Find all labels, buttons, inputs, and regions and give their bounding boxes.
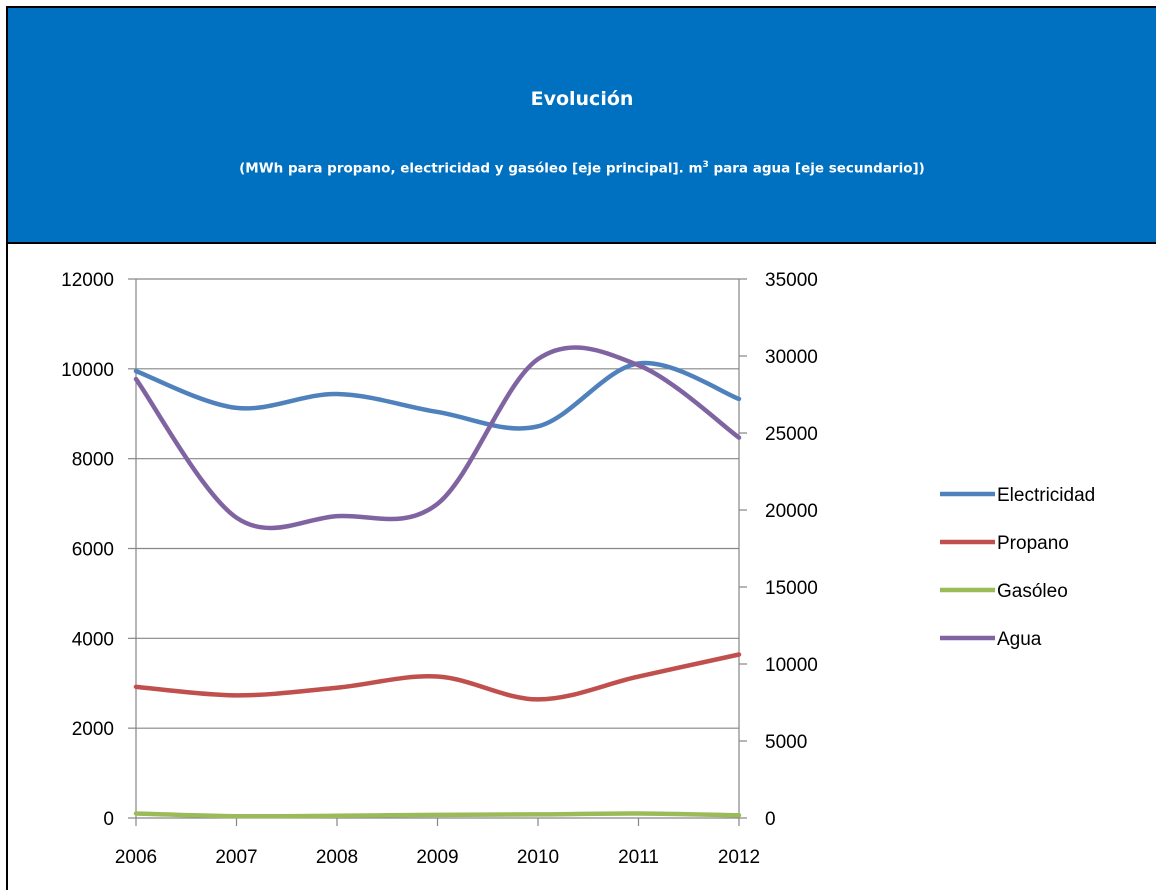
- x-axis-tick-label: 2006: [115, 847, 157, 868]
- legend: Electricidad Propano Gasóleo Agua: [940, 485, 1095, 650]
- axes: 0 2000 4000 6000 8000 10000 12000 0 5000 10000 150…: [61, 270, 818, 868]
- right-axis-tick-label: 15000: [765, 578, 818, 599]
- series-lines: [133, 345, 742, 819]
- left-axis-tick-label: 10000: [61, 360, 114, 381]
- x-axis-tick-label: 2012: [718, 847, 760, 868]
- x-axis-tick-label: 2011: [618, 847, 659, 868]
- left-axis-tick-label: 12000: [61, 270, 114, 291]
- series-line-propano: [133, 652, 742, 702]
- left-axis-tick-label: 2000: [72, 719, 114, 740]
- gridlines: [136, 278, 739, 729]
- series-line-gasoleo: [133, 811, 742, 819]
- series-line-agua: [133, 345, 742, 531]
- series-line-electricidad: [133, 360, 742, 431]
- title-band: Evolución (MWh para propano, electricida…: [8, 8, 1156, 244]
- left-axis-tick-label: 0: [103, 809, 114, 830]
- x-axis-tick-label: 2009: [416, 847, 458, 868]
- right-axis-tick-label: 35000: [765, 270, 818, 291]
- x-axis-tick-label: 2007: [215, 847, 257, 868]
- right-axis-tick-label: 10000: [765, 655, 818, 676]
- subtitle-superscript: 3: [702, 160, 709, 170]
- subtitle-text-end: para agua [eje secundario]): [708, 160, 925, 177]
- legend-label-propano: Propano: [997, 533, 1069, 554]
- right-axis-tick-label: 30000: [765, 347, 818, 368]
- right-axis-tick-label: 25000: [765, 424, 818, 445]
- right-axis-tick-label: 0: [765, 809, 776, 830]
- subtitle-text-start: (MWh para propano, electricidad y gasóle…: [239, 160, 703, 177]
- right-axis-tick-label: 5000: [765, 732, 807, 753]
- left-axis-tick-label: 8000: [72, 450, 114, 471]
- x-axis-tick-label: 2010: [517, 847, 559, 868]
- left-axis-tick-label: 4000: [72, 629, 114, 650]
- legend-label-agua: Agua: [997, 629, 1042, 650]
- right-axis-tick-label: 20000: [765, 501, 818, 522]
- x-axis-tick-label: 2008: [316, 847, 358, 868]
- chart-subtitle: (MWh para propano, electricidad y gasóle…: [8, 160, 1156, 177]
- legend-label-electricidad: Electricidad: [997, 485, 1095, 506]
- left-axis-tick-label: 6000: [72, 540, 114, 561]
- chart-title: Evolución: [530, 88, 634, 110]
- legend-label-gasoleo: Gasóleo: [997, 581, 1068, 602]
